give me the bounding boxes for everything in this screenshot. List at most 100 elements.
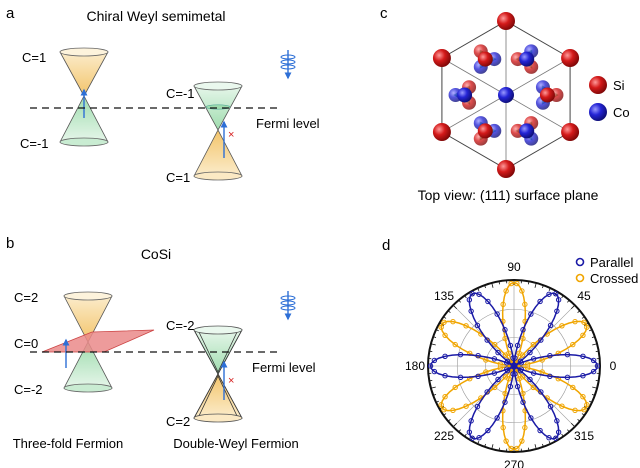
parallel-series-point	[538, 337, 544, 343]
polar-tick	[435, 400, 439, 403]
polar-tick	[534, 282, 537, 288]
polar-tick	[534, 444, 537, 450]
parallel-series-point	[547, 403, 554, 410]
polar-tick	[567, 299, 570, 303]
polar-tick-label: 180	[405, 359, 425, 373]
crossed-series-point	[522, 424, 528, 431]
label-a-right-top: C=-1	[166, 86, 195, 101]
parallel-series-point	[518, 366, 524, 372]
crystal-structure	[432, 12, 580, 178]
polar-tick	[477, 287, 480, 291]
co-atom	[519, 51, 535, 67]
crossed-series-point	[559, 323, 565, 329]
polar-tick	[484, 285, 486, 289]
parallel-series-point	[553, 291, 559, 297]
parallel-series-point	[431, 368, 438, 375]
crossed-series-point	[570, 384, 576, 391]
parallel-series-point	[564, 374, 571, 381]
parallel-series-point	[468, 308, 474, 314]
crossed-series-point	[441, 407, 447, 413]
spin-icon-a	[280, 50, 296, 80]
label-a-left-top: C=1	[22, 50, 46, 65]
legend-co-label: Co	[613, 105, 630, 120]
parallel-series-point	[442, 353, 448, 360]
polar-tick	[589, 329, 593, 332]
crossed-series-point	[450, 407, 456, 414]
crossed-series-point	[524, 365, 531, 371]
polar-tick	[528, 447, 530, 451]
polar-tick	[447, 419, 451, 422]
polar-tick	[570, 304, 576, 310]
panel-b-title: CoSi	[141, 246, 171, 262]
parallel-series-point	[555, 429, 562, 435]
parallel-series-point	[494, 311, 500, 317]
legend-parallel-label: Parallel	[590, 255, 633, 270]
parallel-series-point	[495, 376, 501, 383]
crossed-series-point	[463, 323, 469, 329]
legend-si-marker	[589, 76, 607, 94]
co-atom	[457, 87, 473, 103]
parallel-series-point	[512, 371, 518, 377]
polar-tick	[491, 444, 494, 450]
panel-d: d 0 45 90 135 180 225 270 315 Parallel Crossed	[382, 237, 638, 468]
crossed-series-point	[539, 357, 545, 363]
crossed-series-point	[492, 341, 498, 348]
fermi-level-label-a: Fermi level	[256, 116, 320, 131]
weyl-cone-right: ×	[193, 81, 243, 181]
si-atom	[432, 123, 451, 141]
polar-tick-label: 225	[434, 429, 454, 443]
panel-d-letter: d	[382, 237, 390, 254]
crossed-series-point	[492, 384, 498, 391]
parallel-series-point	[510, 355, 516, 361]
polar-tick	[435, 329, 439, 332]
parallel-series-point	[466, 297, 473, 303]
parallel-series-point	[517, 358, 524, 365]
crossed-series-point	[497, 365, 504, 371]
parallel-series-point	[528, 415, 534, 421]
polar-tick-label: 315	[574, 429, 594, 443]
parallel-series-point	[494, 415, 500, 421]
parallel-series-point	[528, 311, 534, 317]
panel-b: b CoSi C=2 C=0 C=-2 × C=-2 C=2 Fermi	[6, 235, 316, 451]
parallel-series-point	[475, 373, 481, 379]
polar-plot: 0 45 90 135 180 225 270 315	[405, 260, 617, 468]
crossed-series-point	[520, 335, 526, 342]
crossed-series-point	[502, 390, 508, 397]
parallel-series-point	[530, 370, 537, 376]
crossed-series-point	[500, 301, 506, 308]
crossed-series-point	[438, 324, 444, 330]
crossed-series-point	[442, 332, 448, 339]
panel-a: a Chiral Weyl semimetal C=1 C=-1 × C=-1 …	[6, 5, 320, 185]
crossed-series-point	[580, 393, 586, 400]
polar-tick	[452, 304, 458, 310]
parallel-series-point	[514, 342, 521, 349]
polar-tick	[430, 343, 436, 346]
parallel-series-point	[474, 403, 481, 410]
polar-tick	[447, 310, 451, 313]
polar-tick	[561, 433, 564, 437]
parallel-series-point	[466, 429, 473, 435]
polar-tick	[430, 386, 436, 389]
crossed-series-point	[584, 402, 590, 408]
crossed-series-point	[463, 403, 469, 409]
panel-a-letter: a	[6, 5, 15, 22]
parallel-series-point	[427, 363, 434, 369]
fermi-level-label-b: Fermi level	[252, 360, 316, 375]
crossed-series-point	[539, 369, 545, 375]
co-atom	[519, 123, 535, 139]
crossed-series-point	[519, 374, 526, 380]
polar-tick	[452, 422, 458, 428]
polar-tick	[498, 281, 500, 285]
polar-tick	[548, 441, 551, 445]
panel-c-caption: Top view: (111) surface plane	[418, 187, 599, 203]
polar-tick	[433, 394, 437, 396]
polar-tick-label: 270	[504, 458, 524, 468]
spin-icon-b	[280, 291, 296, 321]
caption-threefold: Three-fold Fermion	[13, 436, 124, 451]
parallel-series-point	[484, 389, 490, 395]
polar-tick	[589, 400, 593, 403]
polar-tick-label: 90	[507, 260, 521, 274]
crossed-series-point	[530, 341, 536, 348]
parallel-series-point	[580, 372, 586, 379]
